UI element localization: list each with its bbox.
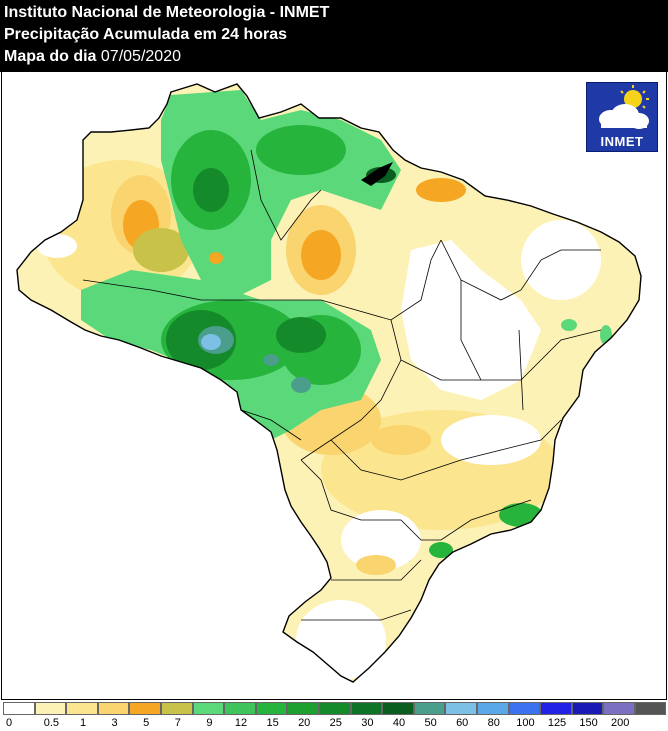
legend-swatch — [34, 702, 67, 715]
legend-label: 9 — [206, 717, 213, 729]
map-title: Precipitação Acumulada em 24 horas — [4, 26, 288, 43]
legend-swatch — [508, 702, 541, 715]
legend-swatch — [445, 702, 477, 715]
legend-label: 15 — [266, 717, 279, 729]
map-date-line: Mapa do dia 07/05/2020 — [4, 47, 181, 67]
legend-swatch — [66, 702, 98, 715]
legend-swatch — [382, 702, 414, 715]
legend-label: 40 — [392, 717, 406, 729]
legend-swatch — [192, 702, 225, 715]
legend-swatch — [571, 702, 604, 715]
legend-label: 7 — [174, 717, 181, 729]
legend-swatch — [350, 702, 383, 715]
precipitation-fields — [37, 90, 612, 680]
legend-label: 3 — [111, 717, 118, 729]
brazil-map-svg — [16, 83, 642, 683]
color-legend: 0 0.5 1 3 5 7 9 12 15 20 25 30 40 50 60 80 100 125 150 200 — [0, 702, 668, 731]
legend-swatches — [3, 702, 667, 716]
legend-swatch — [476, 702, 509, 715]
institute-title: Instituto Nacional de Meteorologia - INM… — [4, 4, 330, 21]
legend-swatch — [160, 702, 193, 715]
inmet-logo: INMET — [586, 82, 658, 152]
legend-label: 60 — [456, 717, 469, 729]
legend-swatch — [129, 702, 161, 715]
legend-swatch — [3, 702, 35, 715]
sun-cloud-icon — [599, 85, 649, 129]
legend-label: 125 — [547, 717, 567, 729]
legend-swatch — [318, 702, 351, 715]
state-borders — [82, 149, 602, 621]
legend-label: 100 — [516, 717, 535, 729]
legend-ticks: 0 0.5 1 3 5 7 9 12 15 20 25 30 40 50 60 80 100 125 150 200 — [0, 717, 668, 731]
legend-swatch — [603, 702, 635, 715]
legend-swatch — [540, 702, 572, 715]
map-date-prefix: Mapa do dia — [4, 48, 97, 65]
marajo-island — [361, 162, 393, 186]
legend-swatch — [97, 702, 130, 715]
map-date: 07/05/2020 — [100, 48, 181, 65]
legend-label: 25 — [329, 717, 342, 729]
logo-text: INMET — [600, 134, 644, 149]
legend-swatch — [413, 702, 446, 715]
legend-swatch — [287, 702, 319, 715]
legend-label: 80 — [487, 717, 500, 729]
legend-label: 50 — [424, 717, 437, 729]
legend-label: 1 — [79, 717, 87, 729]
legend-label: 20 — [298, 717, 311, 729]
legend-label: 0 — [6, 717, 13, 729]
legend-swatch — [634, 702, 667, 715]
legend-swatch — [224, 702, 256, 715]
legend-label: 0.5 — [43, 717, 60, 729]
legend-label: 200 — [611, 717, 630, 729]
legend-label: 12 — [234, 717, 248, 729]
legend-label: 5 — [143, 717, 150, 729]
legend-label: 30 — [361, 717, 374, 729]
legend-label: 150 — [579, 717, 598, 729]
legend-swatch — [255, 702, 288, 715]
header-bar: Instituto Nacional de Meteorologia - INM… — [0, 0, 668, 72]
precipitation-map — [1, 72, 667, 700]
